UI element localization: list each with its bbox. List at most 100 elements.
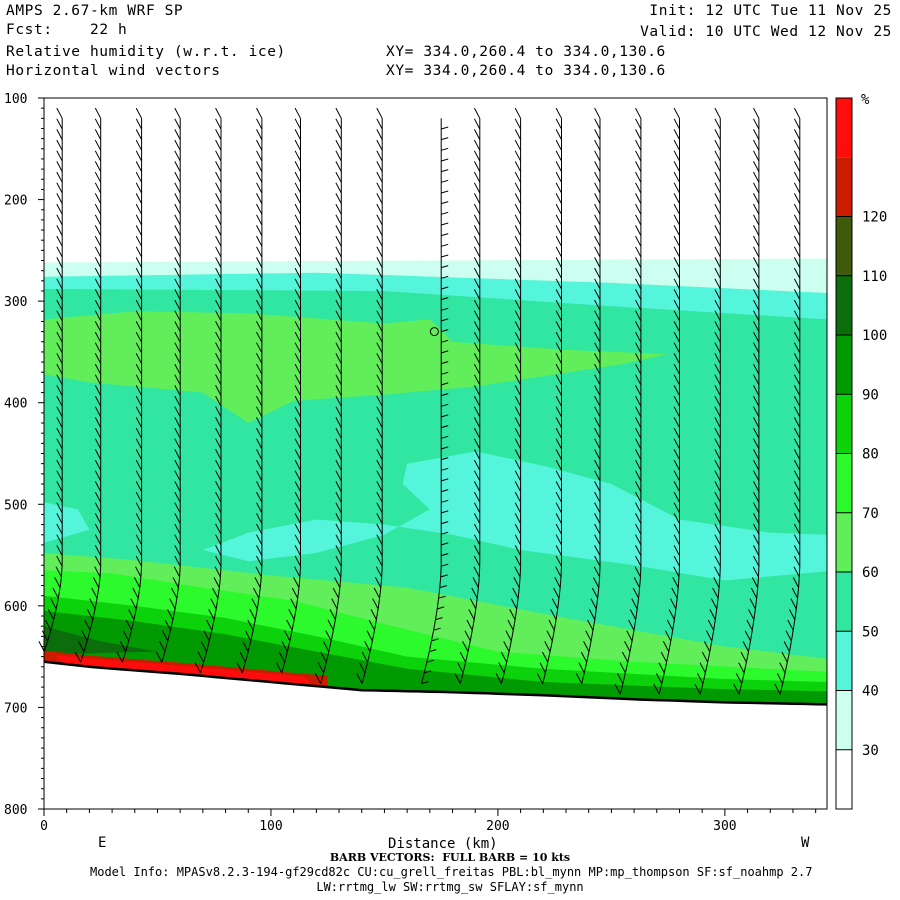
barb-flag — [94, 161, 102, 172]
barb-flag — [514, 491, 522, 503]
barb-flag — [473, 267, 481, 279]
barb-flag — [514, 267, 522, 279]
barb-flag — [135, 321, 143, 332]
barb-flag — [376, 118, 383, 130]
barb-flag — [441, 393, 449, 397]
barb-flag — [673, 310, 680, 322]
barb-flag — [174, 449, 181, 460]
colorbar-swatch — [836, 98, 852, 158]
barb-flag — [473, 395, 481, 407]
barb-flag — [712, 587, 719, 599]
x-end-label-east: E — [98, 835, 106, 851]
barb-flag — [441, 286, 449, 290]
barb-flag — [793, 406, 801, 418]
barb-flag — [594, 470, 601, 482]
barb-flag — [635, 171, 642, 183]
barb-flag — [660, 651, 668, 663]
barb-flag — [335, 481, 342, 492]
barb-flag — [473, 235, 481, 247]
barb-flag — [56, 299, 63, 311]
barb-flag — [56, 321, 63, 332]
barb-flag — [714, 491, 721, 503]
barb-flag — [553, 587, 560, 599]
barb-flag — [94, 267, 102, 279]
barb-flag — [714, 139, 721, 151]
barb-flag — [590, 598, 597, 610]
barb-flag — [473, 203, 481, 215]
barb-flag — [673, 481, 680, 492]
barb-flag — [555, 395, 562, 407]
barb-flag — [376, 267, 383, 279]
barb-flag — [635, 395, 642, 407]
barb-flag — [135, 438, 143, 450]
barb-flag — [94, 193, 102, 204]
barb-flag — [256, 310, 263, 322]
barb-flag — [94, 129, 102, 140]
barb-staff — [421, 118, 442, 684]
terrain-line — [44, 660, 827, 706]
barb-flag — [174, 225, 181, 236]
colorbar-swatch — [836, 157, 852, 217]
barb-flag — [514, 182, 522, 194]
barb-flag — [335, 470, 342, 482]
barb-flag — [555, 363, 562, 375]
barb-flag — [135, 246, 143, 258]
barb-flag — [594, 438, 601, 450]
barb-flag — [256, 459, 263, 471]
y-tick-label: 600 — [4, 600, 27, 615]
barb-flag — [714, 182, 721, 194]
barb-flag — [714, 417, 721, 428]
barb-flag — [594, 257, 601, 268]
barb-flag — [753, 214, 760, 226]
barb-flag — [130, 598, 137, 610]
barb-flag — [135, 363, 143, 375]
barb-flag — [793, 449, 801, 460]
barb-flag — [376, 459, 383, 471]
colorbar-unit: % — [861, 92, 870, 108]
barb-flag — [256, 289, 263, 300]
barb-flag — [135, 481, 143, 492]
wind-barb-column — [194, 107, 222, 674]
barb-flag — [256, 395, 263, 407]
barb-flag — [714, 214, 721, 226]
barb-flag — [94, 299, 102, 311]
barb-flag — [790, 598, 797, 610]
barb-flag — [441, 542, 449, 546]
barb-flag — [473, 161, 481, 172]
barb-flag — [793, 502, 801, 514]
barb-flag — [256, 246, 263, 258]
barb-flag — [94, 331, 102, 343]
barb-flag — [707, 619, 715, 631]
barb-flag — [750, 587, 758, 599]
barb-flag — [284, 630, 291, 642]
field-title-2: Horizontal wind vectors — [6, 63, 221, 79]
barb-flag — [94, 566, 101, 578]
barb-flag — [294, 555, 301, 567]
barb-flag — [673, 203, 680, 215]
barb-flag — [551, 598, 559, 610]
barb-flag — [793, 481, 801, 492]
barb-flag — [335, 225, 342, 236]
barb-flag — [753, 534, 760, 546]
barb-flag — [536, 673, 544, 684]
barb-flag — [441, 243, 449, 247]
barb-staff — [361, 118, 383, 684]
barb-flag — [635, 321, 642, 332]
barb-flag — [215, 395, 222, 407]
barb-flag — [473, 129, 481, 140]
barb-flag — [635, 331, 642, 343]
barb-flag — [793, 203, 801, 215]
barb-flag — [514, 225, 522, 236]
barb-flag — [94, 374, 102, 386]
barb-flag — [256, 427, 263, 439]
barb-flag — [635, 470, 642, 482]
barb-flag — [635, 555, 642, 567]
barb-flag — [714, 225, 721, 236]
barb-flag — [256, 107, 263, 119]
barb-flag — [714, 449, 721, 460]
barb-flag — [673, 459, 680, 471]
barb-flag — [664, 630, 672, 642]
barb-flag — [206, 619, 213, 631]
barb-flag — [94, 310, 102, 322]
